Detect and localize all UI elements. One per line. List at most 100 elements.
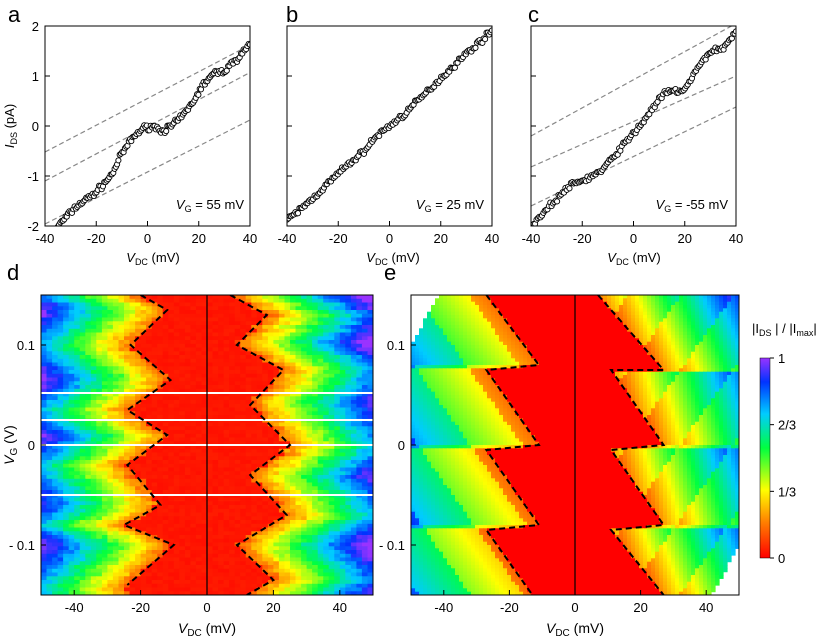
heatmap-cell-d — [229, 358, 236, 364]
heatmap-cell-d — [339, 505, 346, 510]
heatmap-cell-d — [101, 460, 109, 465]
heatmap-cell-d — [323, 411, 330, 416]
heatmap-cell-d — [101, 448, 109, 454]
heatmap-cell-d — [328, 332, 335, 337]
heatmap-cell-d — [229, 422, 236, 427]
heatmap-cell-d — [295, 542, 302, 547]
heatmap-cell-d — [234, 535, 241, 540]
heatmap-cell-d — [229, 542, 236, 547]
heatmap-cell-d — [190, 388, 197, 394]
heatmap-cell-d — [256, 542, 263, 547]
heatmap-cell-d — [284, 347, 291, 352]
heatmap-cell-d — [41, 317, 48, 322]
heatmap-cell-d — [41, 396, 48, 401]
heatmap-cell-d — [52, 527, 59, 532]
heatmap-cell-d — [312, 538, 319, 544]
heatmap-cell-d — [218, 565, 225, 570]
heatmap-cell-d — [96, 355, 103, 360]
heatmap-cell-d — [129, 460, 136, 465]
heatmap-cell-d — [190, 430, 197, 435]
heatmap-cell-d — [267, 295, 275, 300]
heatmap-cell-d — [101, 377, 109, 382]
heatmap-cell-d — [367, 501, 373, 506]
heatmap-cell-d — [151, 520, 158, 525]
heatmap-cell-d — [184, 553, 192, 559]
heatmap-cell-d — [356, 351, 363, 356]
heatmap-cell-d — [112, 388, 120, 394]
heatmap-cell-d — [74, 377, 81, 382]
heatmap-cell-d — [361, 396, 369, 401]
heatmap-cell-d — [251, 546, 258, 551]
heatmap-cell-d — [339, 523, 346, 529]
heatmap-cell-d — [306, 426, 313, 431]
heatmap-cell-d — [317, 557, 324, 562]
heatmap-cell-d — [146, 516, 153, 521]
heatmap-cell-d — [290, 501, 297, 506]
heatmap-cell-d — [240, 328, 247, 334]
heatmap-cell-d — [350, 366, 358, 371]
heatmap-cell-d — [240, 302, 247, 307]
heatmap-cell-d — [350, 460, 358, 465]
heatmap-cell-d — [124, 557, 131, 562]
heatmap-cell-d — [334, 467, 341, 472]
heatmap-cell-d — [234, 426, 241, 431]
heatmap-cell-d — [317, 482, 324, 487]
heatmap-cell-d — [63, 355, 70, 360]
heatmap-cell-d — [229, 313, 236, 319]
heatmap-cell-d — [162, 531, 169, 536]
heatmap-cell-d — [195, 531, 203, 536]
heatmap-cell-d — [212, 385, 219, 390]
heatmap-cell-d — [361, 325, 369, 330]
heatmap-cell-d — [41, 452, 48, 457]
heatmap-cell-d — [157, 572, 164, 577]
heatmap-cell-d — [301, 358, 308, 364]
heatmap-cell-d — [135, 523, 142, 529]
heatmap-cell-d — [79, 377, 86, 382]
heatmap-cell-d — [350, 392, 358, 397]
heatmap-cell-d — [190, 542, 197, 547]
heatmap-cell-d — [179, 336, 186, 341]
heatmap-cell-d — [96, 328, 103, 334]
heatmap-cell-d — [323, 325, 330, 330]
heatmap-cell-d — [284, 313, 291, 319]
heatmap-cell-d — [112, 385, 120, 390]
heatmap-cell-d — [190, 355, 197, 360]
heatmap-cell-d — [184, 347, 192, 352]
heatmap-cell-d — [79, 373, 86, 379]
heatmap-cell-d — [146, 313, 153, 319]
heatmap-cell-d — [52, 523, 59, 529]
heatmap-cell-d — [245, 478, 252, 484]
heatmap-cell-d — [229, 486, 236, 491]
heatmap-cell-d — [229, 347, 236, 352]
heatmap-cell-d — [201, 336, 208, 341]
heatmap-cell-d — [328, 542, 335, 547]
heatmap-cell-d — [256, 377, 263, 382]
heatmap-cell-d — [234, 313, 241, 319]
heatmap-cell-d — [140, 433, 147, 439]
heatmap-cell-d — [301, 317, 308, 322]
heatmap-cell-d — [90, 336, 97, 341]
heatmap-cell-d — [195, 298, 203, 304]
heatmap-cell-d — [334, 403, 341, 409]
heatmap-cell-d — [245, 553, 252, 559]
heatmap-cell-d — [212, 497, 219, 502]
heatmap-cell-d — [290, 478, 297, 484]
heatmap-cell-d — [295, 568, 302, 574]
heatmap-cell-d — [79, 385, 86, 390]
heatmap-cell-d — [162, 520, 169, 525]
heatmap-cell-d — [328, 347, 335, 352]
heatmap-cell-d — [195, 482, 203, 487]
heatmap-cell-d — [157, 396, 164, 401]
heatmap-cell-d — [124, 512, 131, 517]
heatmap-cell-d — [195, 306, 203, 311]
heatmap-cell-d — [46, 370, 53, 375]
heatmap-cell-d — [168, 313, 175, 319]
heatmap-cell-d — [251, 430, 258, 435]
heatmap-cell-d — [118, 565, 125, 570]
heatmap-cell-d — [195, 478, 203, 484]
heatmap-cell-d — [256, 325, 263, 330]
heatmap-cell-d — [129, 557, 136, 562]
heatmap-cell-d — [112, 407, 120, 412]
heatmap-cell-d — [118, 366, 125, 371]
heatmap-cell-d — [57, 332, 64, 337]
